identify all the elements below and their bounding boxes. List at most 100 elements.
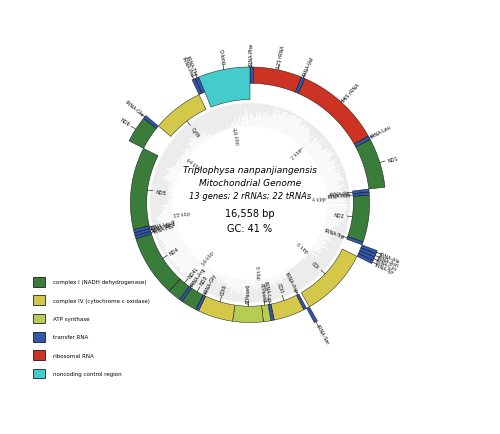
Polygon shape <box>280 117 288 134</box>
Polygon shape <box>323 224 333 228</box>
Polygon shape <box>256 279 258 290</box>
Polygon shape <box>154 221 176 227</box>
Polygon shape <box>226 129 228 131</box>
Polygon shape <box>176 162 184 167</box>
Polygon shape <box>250 68 254 84</box>
Polygon shape <box>279 274 282 281</box>
Polygon shape <box>162 210 174 212</box>
Polygon shape <box>230 278 235 294</box>
Polygon shape <box>288 269 290 270</box>
Polygon shape <box>192 79 202 95</box>
Polygon shape <box>283 116 294 135</box>
Polygon shape <box>170 248 188 261</box>
Polygon shape <box>281 115 290 134</box>
Polygon shape <box>324 218 342 223</box>
Polygon shape <box>168 185 175 187</box>
Polygon shape <box>265 117 268 129</box>
Polygon shape <box>202 267 208 276</box>
Polygon shape <box>196 295 205 311</box>
Polygon shape <box>242 117 244 128</box>
Circle shape <box>151 105 349 302</box>
Polygon shape <box>268 277 270 286</box>
Polygon shape <box>268 117 272 129</box>
Polygon shape <box>168 187 175 190</box>
Polygon shape <box>316 242 328 250</box>
Polygon shape <box>292 266 294 268</box>
Polygon shape <box>162 237 182 247</box>
Polygon shape <box>322 174 340 181</box>
Polygon shape <box>134 229 150 236</box>
Polygon shape <box>292 126 302 140</box>
Polygon shape <box>288 270 289 271</box>
Polygon shape <box>166 240 184 250</box>
Text: complex I (NADH dehydrogenase): complex I (NADH dehydrogenase) <box>53 279 146 285</box>
Text: COI: COI <box>310 260 320 270</box>
Polygon shape <box>313 246 320 251</box>
Polygon shape <box>234 119 238 128</box>
Polygon shape <box>185 150 192 155</box>
Polygon shape <box>310 250 312 252</box>
Polygon shape <box>135 232 152 239</box>
Polygon shape <box>210 270 214 279</box>
Polygon shape <box>156 223 176 230</box>
Polygon shape <box>322 230 332 235</box>
Polygon shape <box>202 138 205 142</box>
Polygon shape <box>194 137 202 145</box>
Polygon shape <box>230 128 232 130</box>
Polygon shape <box>321 170 334 176</box>
Polygon shape <box>292 267 293 268</box>
Polygon shape <box>213 271 216 276</box>
Polygon shape <box>167 174 178 179</box>
Polygon shape <box>303 258 305 260</box>
Polygon shape <box>273 276 276 283</box>
Polygon shape <box>326 189 340 192</box>
Polygon shape <box>226 277 230 287</box>
Polygon shape <box>196 135 203 144</box>
Polygon shape <box>170 186 175 188</box>
Polygon shape <box>353 193 370 197</box>
Polygon shape <box>300 136 310 147</box>
Polygon shape <box>298 132 309 145</box>
Polygon shape <box>314 245 323 252</box>
Polygon shape <box>324 223 335 227</box>
Polygon shape <box>326 211 345 214</box>
Polygon shape <box>158 229 178 237</box>
Text: tRNA-Asp: tRNA-Asp <box>284 272 299 294</box>
Polygon shape <box>224 276 228 284</box>
Polygon shape <box>268 115 274 130</box>
Polygon shape <box>324 178 344 184</box>
Bar <box>32 296 44 305</box>
Text: Cytb: Cytb <box>190 126 200 138</box>
Polygon shape <box>322 169 340 177</box>
Polygon shape <box>253 118 254 127</box>
Polygon shape <box>271 109 278 130</box>
Polygon shape <box>298 263 299 264</box>
Polygon shape <box>324 221 339 225</box>
Text: 4 kbp: 4 kbp <box>312 197 326 203</box>
Polygon shape <box>266 116 270 129</box>
Text: ND2: ND2 <box>334 212 344 219</box>
Polygon shape <box>290 121 303 139</box>
Polygon shape <box>175 159 184 165</box>
Polygon shape <box>296 294 306 310</box>
Polygon shape <box>312 248 318 253</box>
Polygon shape <box>326 210 342 213</box>
Polygon shape <box>308 253 310 255</box>
Polygon shape <box>158 227 178 233</box>
Polygon shape <box>326 193 342 196</box>
Polygon shape <box>238 279 241 294</box>
Polygon shape <box>299 133 310 146</box>
Polygon shape <box>234 125 236 128</box>
Polygon shape <box>325 187 341 191</box>
Polygon shape <box>227 126 229 130</box>
Polygon shape <box>231 126 232 129</box>
Text: 10 kbp: 10 kbp <box>201 250 216 266</box>
Polygon shape <box>171 168 180 173</box>
Polygon shape <box>224 276 227 283</box>
Polygon shape <box>294 266 295 267</box>
Polygon shape <box>357 254 373 264</box>
Polygon shape <box>170 173 178 177</box>
Polygon shape <box>170 198 174 199</box>
Polygon shape <box>326 201 347 203</box>
Polygon shape <box>181 161 185 164</box>
